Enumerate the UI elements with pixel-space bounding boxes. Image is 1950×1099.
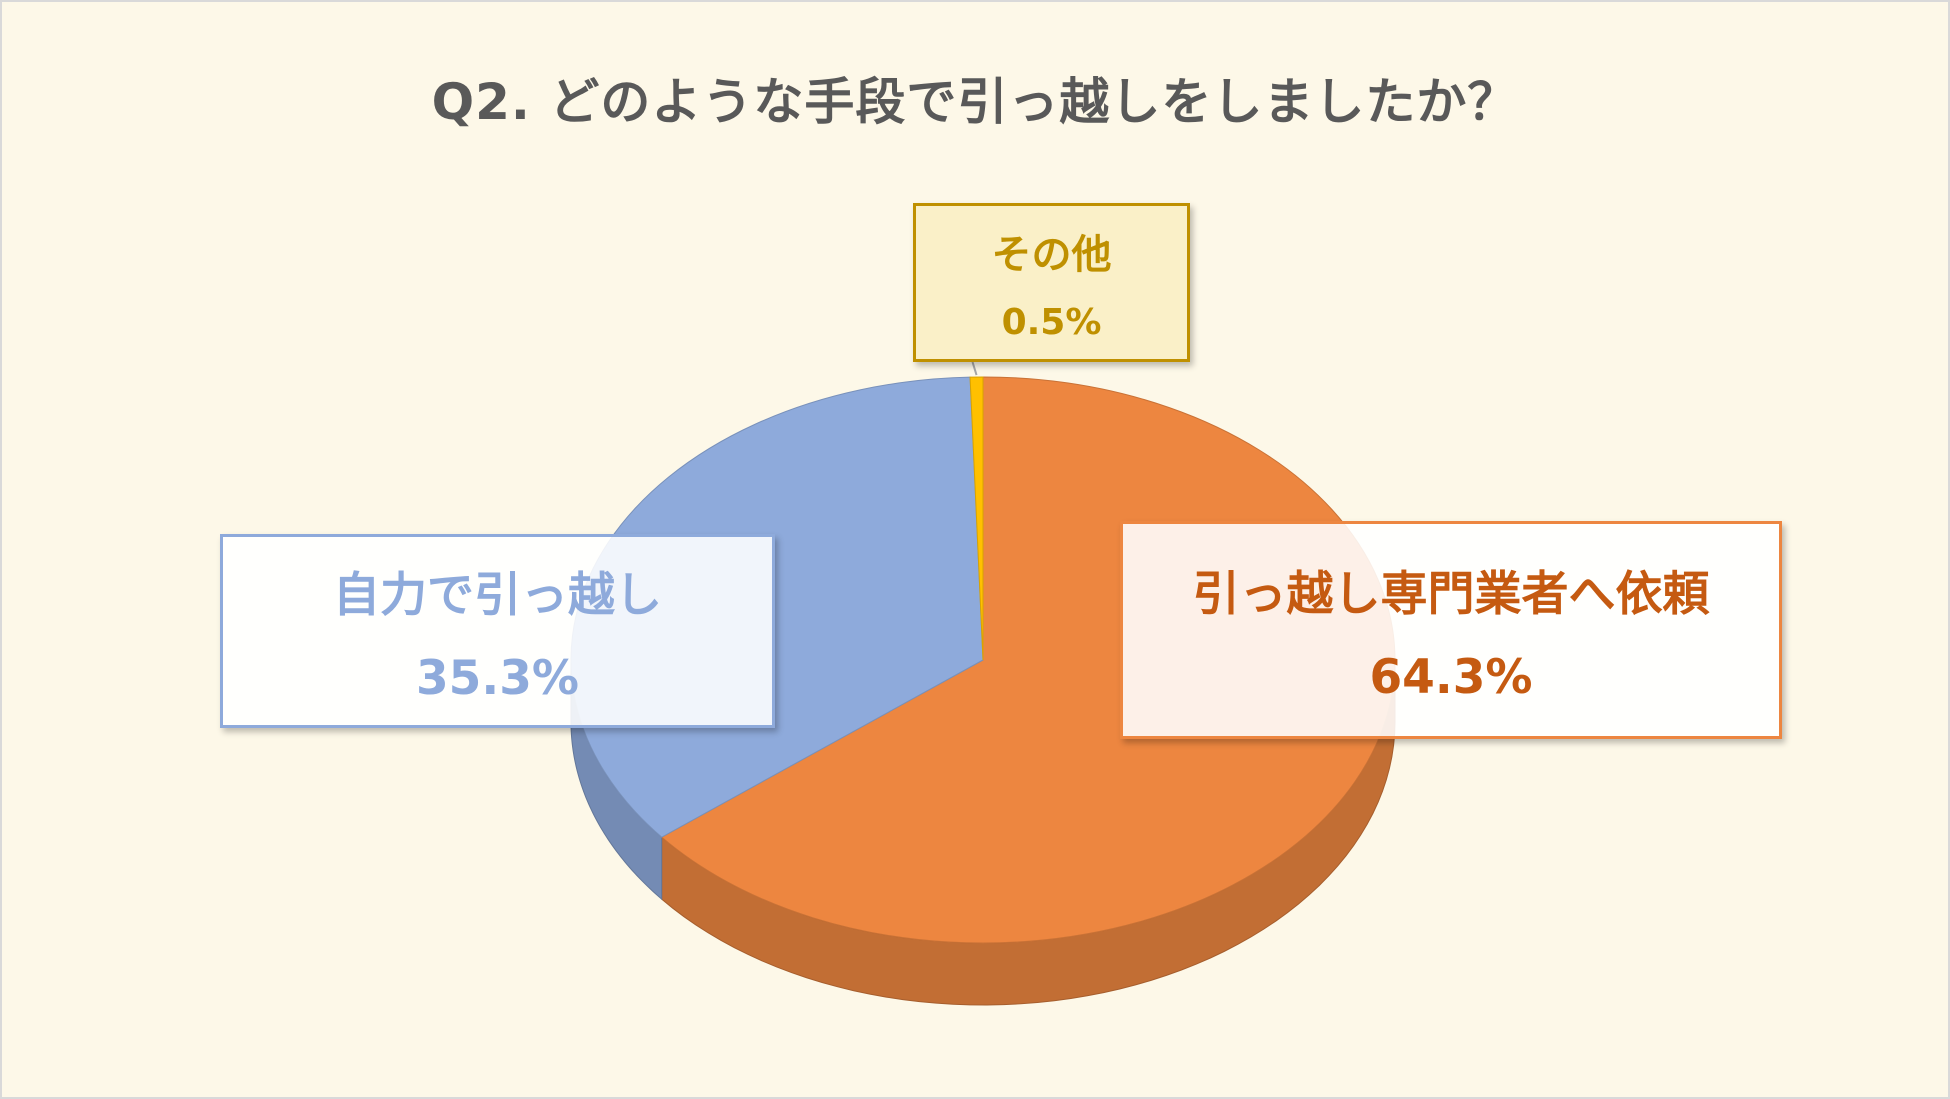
chart-title: Q2. どのような手段で引っ越しをしましたか？	[431, 73, 1519, 131]
pie-slice-2	[969, 376, 984, 661]
data-label-category: その他	[991, 232, 1112, 278]
data-label-value: 35.3%	[415, 651, 580, 706]
data-label-category: 自力で引っ越し	[333, 568, 662, 623]
data-label-その他: その他 0.5%	[913, 203, 1190, 362]
data-label-category: 引っ越し専門業者へ依頼	[1192, 567, 1710, 622]
data-label-value: 0.5%	[1001, 302, 1102, 343]
data-label-自力: 自力で引っ越し 35.3%	[220, 534, 775, 728]
data-label-業者: 引っ越し専門業者へ依頼 64.3%	[1120, 521, 1782, 739]
data-label-value: 64.3%	[1369, 650, 1533, 705]
leader-lines	[971, 361, 978, 376]
pie-slice-0	[660, 376, 1396, 944]
leader-line-その他	[971, 361, 978, 376]
